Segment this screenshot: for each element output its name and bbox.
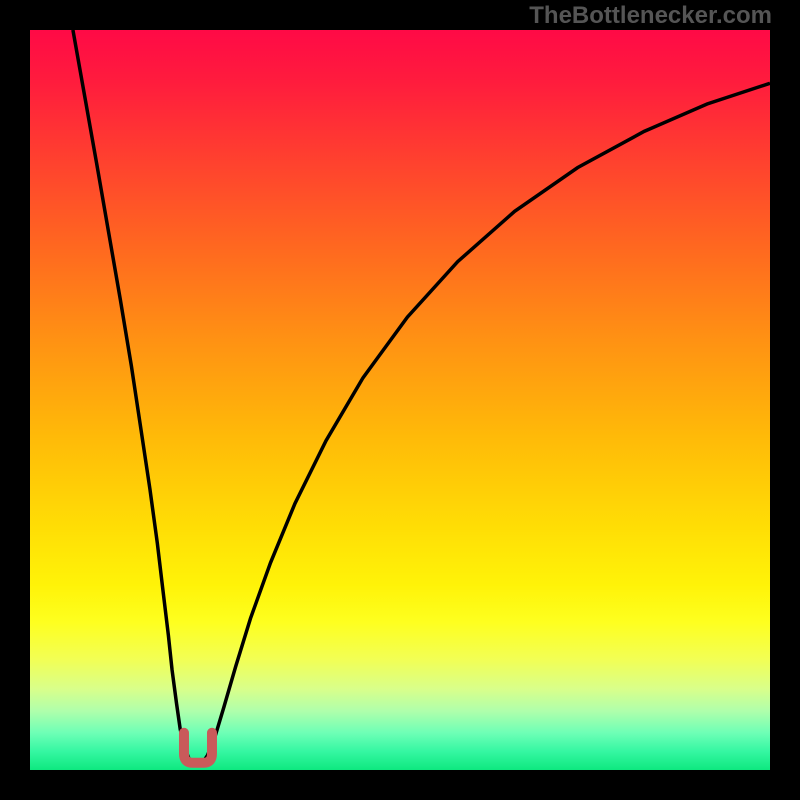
optimal-marker xyxy=(184,733,212,763)
bottleneck-curve-right xyxy=(202,83,770,764)
curve-layer xyxy=(30,30,770,770)
chart-container: TheBottlenecker.com xyxy=(0,0,800,800)
plot-area xyxy=(30,30,770,770)
watermark-text: TheBottlenecker.com xyxy=(529,2,772,30)
bottleneck-curve-left xyxy=(73,30,194,764)
